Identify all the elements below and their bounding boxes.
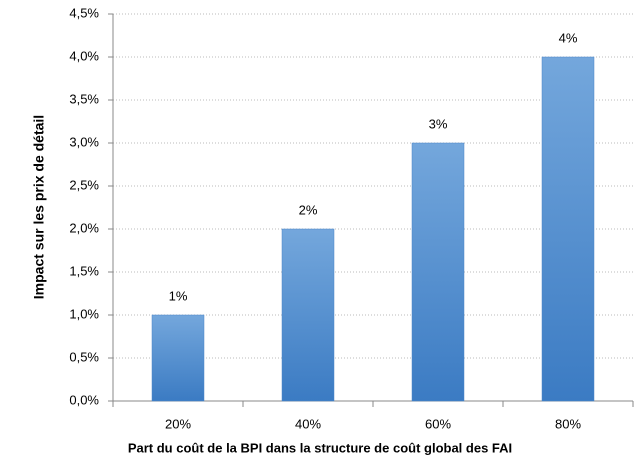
y-tick-label: 2,5% <box>69 177 99 192</box>
bar <box>151 314 205 402</box>
data-label: 2% <box>299 202 318 217</box>
data-label: 3% <box>429 116 448 131</box>
data-label: 4% <box>559 30 578 45</box>
bar <box>281 228 335 402</box>
x-tick-label: 20% <box>165 416 191 431</box>
x-tick-label: 60% <box>425 416 451 431</box>
y-tick-label: 3,0% <box>69 134 99 149</box>
y-tick-label: 3,5% <box>69 91 99 106</box>
y-tick-label: 0,5% <box>69 349 99 364</box>
y-tick-label: 4,0% <box>69 48 99 63</box>
x-tick-label: 40% <box>295 416 321 431</box>
y-tick-label: 0,0% <box>69 392 99 407</box>
y-tick-label: 2,0% <box>69 220 99 235</box>
y-axis-label: Impact sur les prix de détail <box>31 115 47 299</box>
bar <box>411 142 465 402</box>
y-tick-label: 1,0% <box>69 306 99 321</box>
y-tick-label: 1,5% <box>69 263 99 278</box>
data-label: 1% <box>169 288 188 303</box>
x-axis-label: Part du coût de la BPI dans la structure… <box>128 440 512 455</box>
bar <box>541 56 595 402</box>
x-tick-label: 80% <box>555 416 581 431</box>
y-tick-label: 4,5% <box>69 5 99 20</box>
